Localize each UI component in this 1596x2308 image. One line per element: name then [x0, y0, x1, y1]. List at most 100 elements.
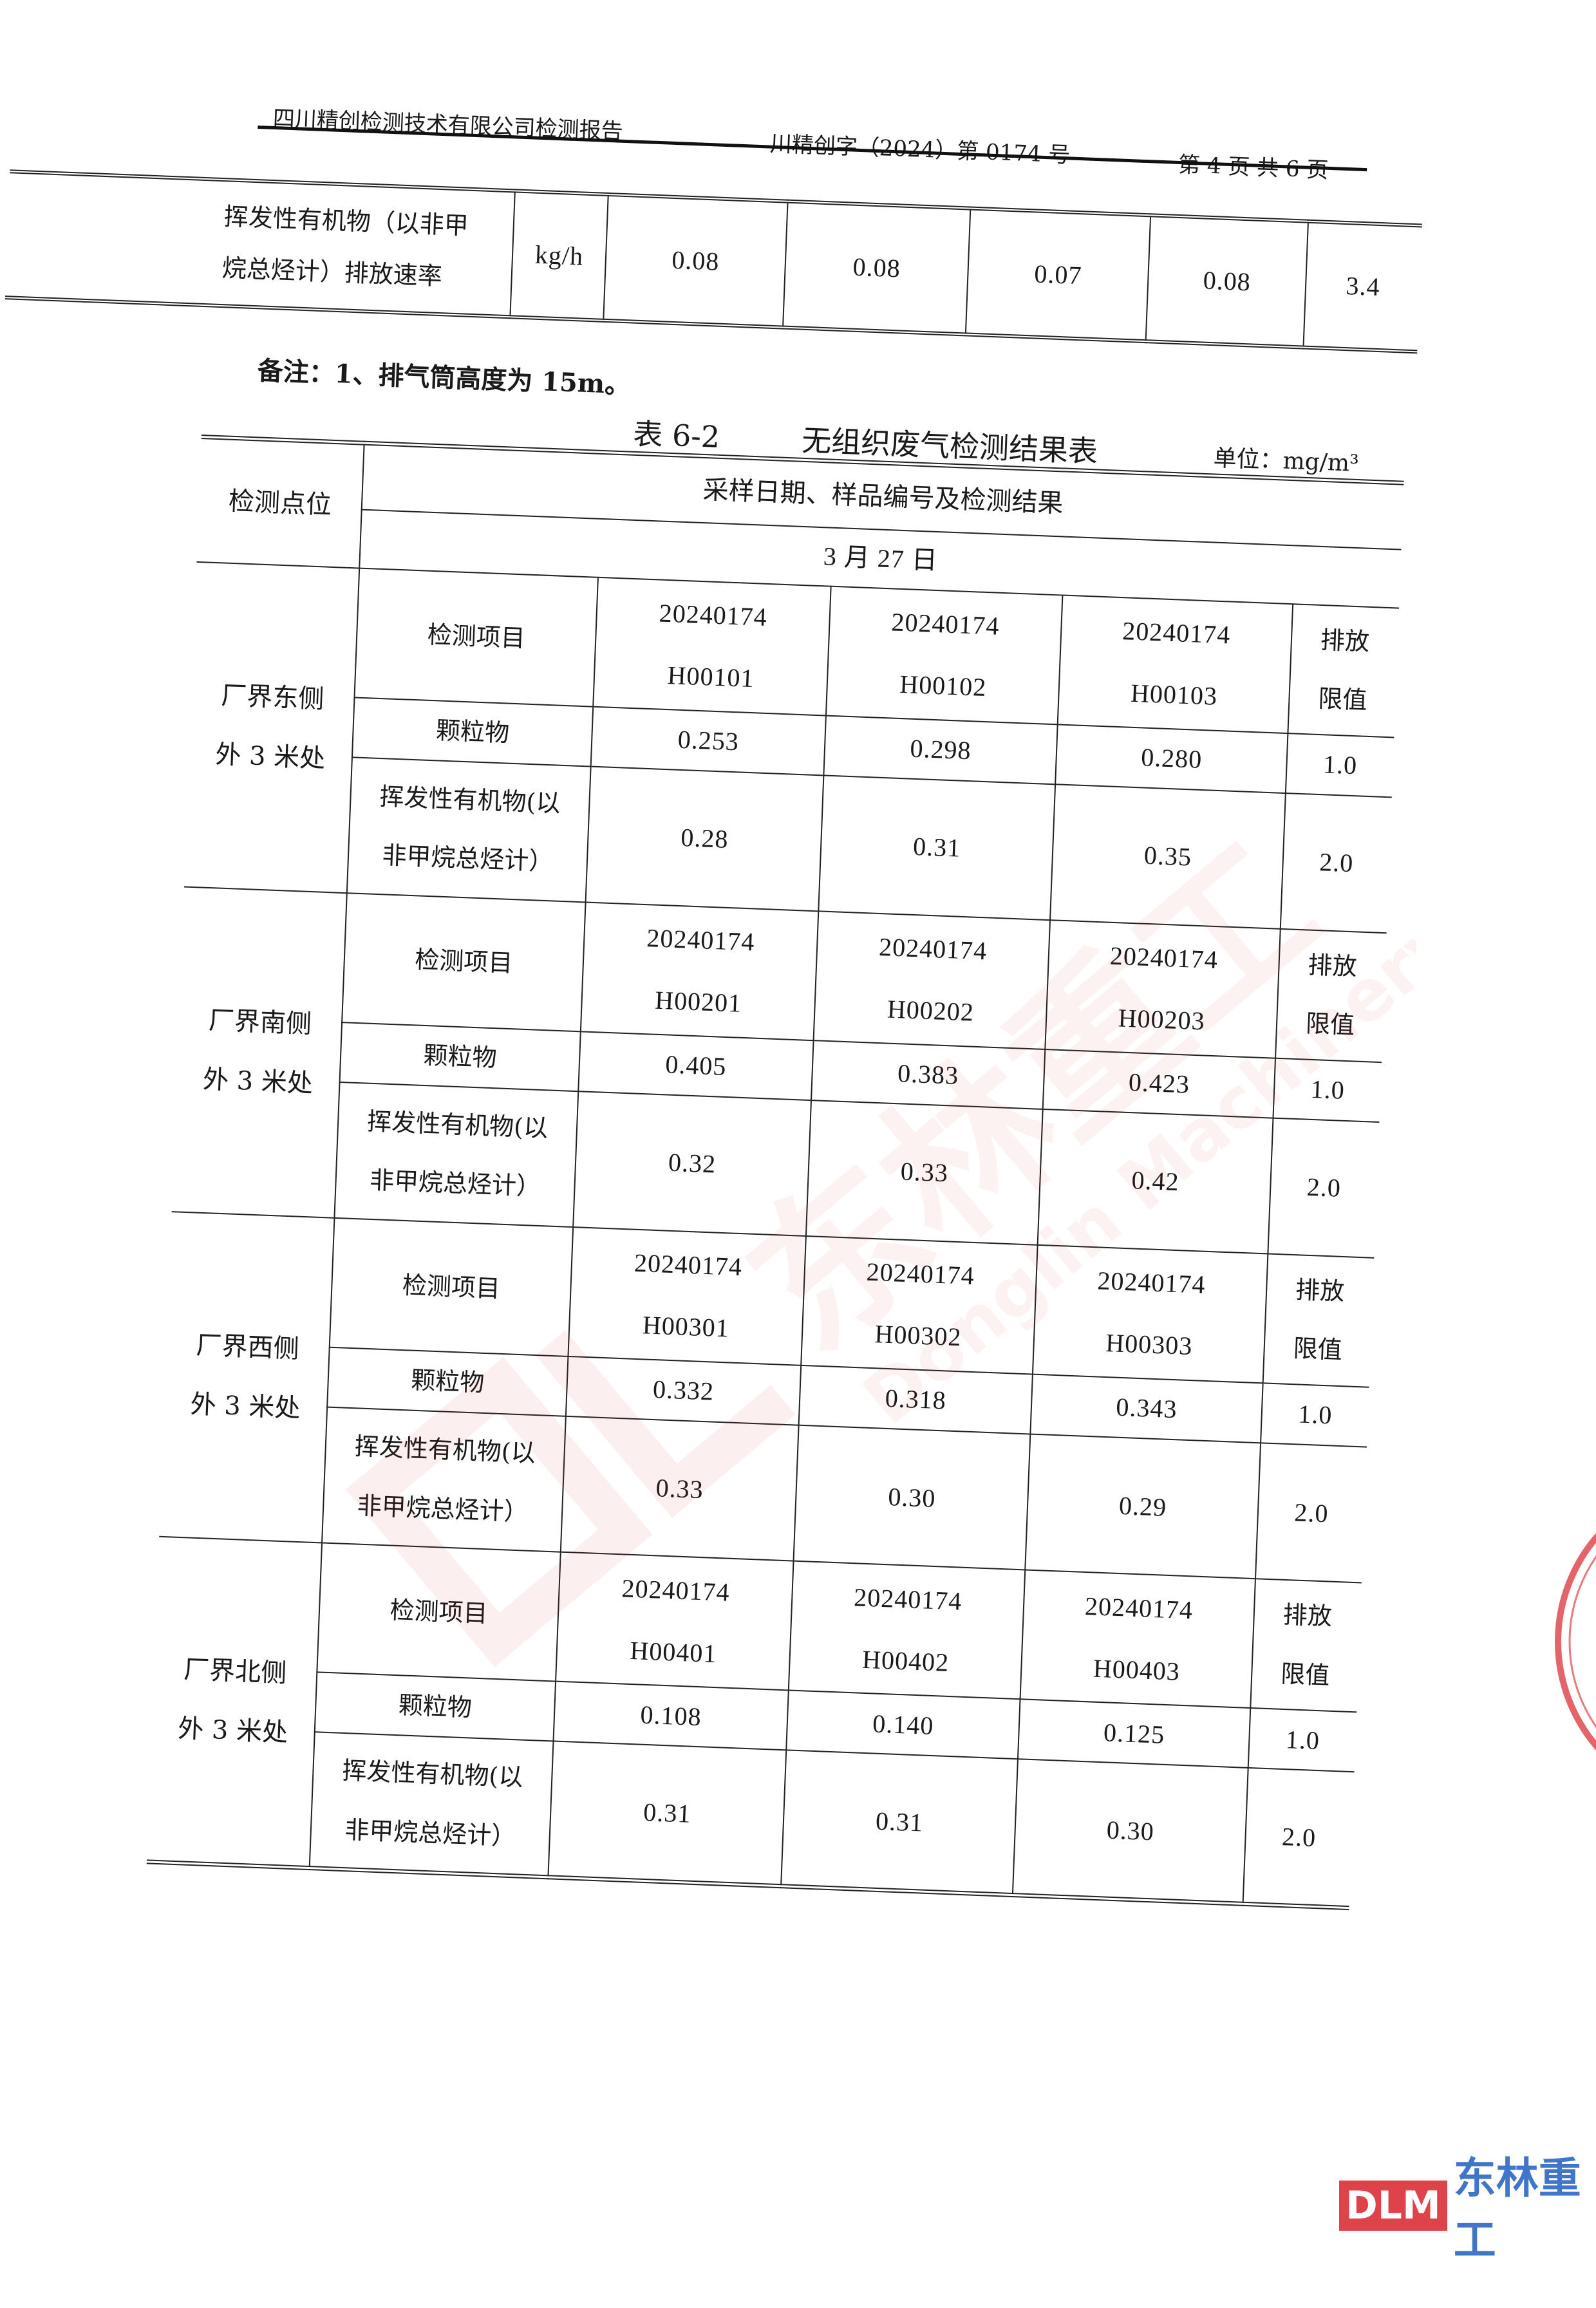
- result-value: 0.31: [818, 775, 1056, 920]
- item-line: 非甲烷总烃计）: [344, 1815, 517, 1850]
- limit-value: 1.0: [1261, 1383, 1369, 1447]
- limit-header: 排放 限值: [1250, 1579, 1362, 1712]
- item-line: 挥发性有机物(以: [341, 1756, 524, 1792]
- emission-rate-table: 挥发性有机物（以非甲 烷总烃计）排放速率 kg/h 0.08 0.08 0.07 …: [5, 169, 1422, 354]
- item-line: 挥发性有机物(以: [354, 1432, 536, 1468]
- limit-header-line: 排放: [1295, 1275, 1346, 1306]
- location-line: 厂界西侧: [195, 1331, 300, 1365]
- sample-batch: 20240174: [1096, 1266, 1206, 1300]
- limit-value: 1.0: [1248, 1708, 1357, 1772]
- result-value: 0.30: [793, 1425, 1031, 1570]
- result-value: 0.343: [1030, 1374, 1263, 1443]
- sample-id: 20240174 H00301: [568, 1226, 806, 1365]
- result-value: 0.31: [781, 1750, 1018, 1895]
- result-value: 0.42: [1037, 1109, 1273, 1254]
- sample-batch: 20240174: [1109, 941, 1219, 975]
- item-name: 颗粒物: [327, 1347, 568, 1416]
- sample-batch: 20240174: [878, 932, 988, 966]
- result-value: 0.28: [585, 766, 824, 912]
- item-line: 挥发性有机物(以: [366, 1107, 549, 1143]
- sample-batch: 20240174: [634, 1248, 743, 1282]
- sample-batch: 20240174: [865, 1257, 975, 1291]
- sample-code: H00301: [642, 1310, 730, 1343]
- location-line: 外 3 米处: [202, 1065, 314, 1099]
- row-label: 挥发性有机物（以非甲 烷总烃计）排放速率: [5, 171, 515, 317]
- result-value: 0.318: [798, 1365, 1033, 1434]
- location-name: 厂界东侧外 3 米处: [184, 561, 360, 893]
- item-name: 颗粒物: [314, 1672, 556, 1741]
- result-value: 0.332: [565, 1356, 802, 1425]
- result-value: 0.32: [573, 1091, 812, 1236]
- label-line: 烷总烃计）排放速率: [221, 254, 443, 291]
- result-value: 0.280: [1055, 724, 1288, 793]
- sample-id: 20240174 H00203: [1045, 919, 1281, 1058]
- item-line: 颗粒物: [422, 1040, 498, 1072]
- sample-batch: 20240174: [621, 1573, 731, 1607]
- limit-value: 1.0: [1285, 733, 1394, 798]
- value-cell: 0.08: [603, 194, 788, 328]
- sample-code: H00202: [887, 994, 975, 1027]
- item-name: 颗粒物: [352, 697, 594, 767]
- sample-code: H00402: [861, 1644, 950, 1677]
- sample-id: 20240174 H00303: [1032, 1244, 1268, 1384]
- result-value: 0.33: [560, 1416, 799, 1561]
- sample-batch: 20240174: [1084, 1591, 1194, 1625]
- item-header: 检测项目: [317, 1543, 561, 1682]
- limit-header-line: 排放: [1282, 1600, 1333, 1631]
- location-line: 外 3 米处: [177, 1714, 288, 1749]
- sample-batch: 20240174: [853, 1582, 963, 1616]
- location-name: 厂界北侧外 3 米处: [146, 1536, 323, 1868]
- sample-code: H00403: [1093, 1653, 1181, 1686]
- result-value: 0.33: [805, 1100, 1043, 1245]
- result-value: 0.405: [578, 1031, 814, 1100]
- location-line: 外 3 米处: [189, 1389, 301, 1424]
- location-line: 厂界南侧: [208, 1006, 312, 1040]
- limit-header-line: 限值: [1292, 1334, 1343, 1365]
- label-line: 挥发性有机物（以非甲: [223, 202, 469, 240]
- item-line: 非甲烷总烃计）: [356, 1491, 529, 1526]
- value-cell: 0.08: [1145, 215, 1308, 348]
- sample-code: H00302: [874, 1319, 962, 1352]
- result-value: 0.29: [1025, 1434, 1261, 1579]
- result-value: 0.35: [1050, 783, 1286, 929]
- result-value: 0.31: [548, 1741, 787, 1886]
- limit-header: 排放 限值: [1288, 603, 1400, 737]
- sample-id: 20240174 H00103: [1057, 595, 1293, 733]
- sample-id: 20240174 H00402: [788, 1561, 1026, 1700]
- sample-code: H00201: [654, 985, 743, 1018]
- limit-header: 排放 限值: [1275, 928, 1387, 1062]
- item-line: 颗粒物: [435, 715, 510, 747]
- item-name: 挥发性有机物(以 非甲烷总烃计）: [309, 1732, 554, 1877]
- limit-value: 2.0: [1243, 1768, 1355, 1908]
- sample-id: 20240174 H00401: [556, 1552, 794, 1691]
- sample-code: H00102: [899, 669, 988, 702]
- col-location-header: 检测点位: [196, 436, 364, 568]
- sample-code: H00203: [1117, 1003, 1206, 1036]
- fugitive-gas-results-table: 检测点位 采样日期、样品编号及检测结果 3 月 27 日厂界东侧外 3 米处 检测项目…: [146, 435, 1404, 1910]
- unit-cell: kg/h: [510, 191, 608, 321]
- location-line: 厂界北侧: [183, 1655, 288, 1689]
- location-line: 厂界东侧: [220, 680, 325, 715]
- remark: 备注：1、排气筒高度为 15m。: [256, 355, 632, 400]
- sample-code: H00401: [629, 1635, 718, 1668]
- sample-id: 20240174 H00101: [593, 577, 831, 716]
- limit-header-line: 排放: [1320, 625, 1370, 656]
- limit-value: 2.0: [1255, 1443, 1367, 1583]
- result-value: 0.108: [553, 1681, 789, 1750]
- item-header: 检测项目: [329, 1217, 574, 1356]
- value-cell: 0.08: [783, 201, 971, 335]
- limit-value: 2.0: [1268, 1118, 1380, 1258]
- item-line: 颗粒物: [398, 1691, 473, 1722]
- table-number: 表 6-2: [632, 416, 721, 455]
- result-value: 0.253: [590, 706, 826, 776]
- limit-cell: 3.4: [1303, 221, 1422, 352]
- result-value: 0.423: [1042, 1049, 1276, 1118]
- sample-code: H00101: [666, 661, 755, 693]
- sample-id: 20240174 H00302: [801, 1235, 1038, 1374]
- sample-code: H00303: [1105, 1328, 1194, 1361]
- table-unit: 单位：mg/m³: [1212, 445, 1360, 478]
- limit-value: 2.0: [1280, 793, 1392, 933]
- result-value: 0.30: [1012, 1759, 1248, 1904]
- result-value: 0.298: [823, 715, 1058, 784]
